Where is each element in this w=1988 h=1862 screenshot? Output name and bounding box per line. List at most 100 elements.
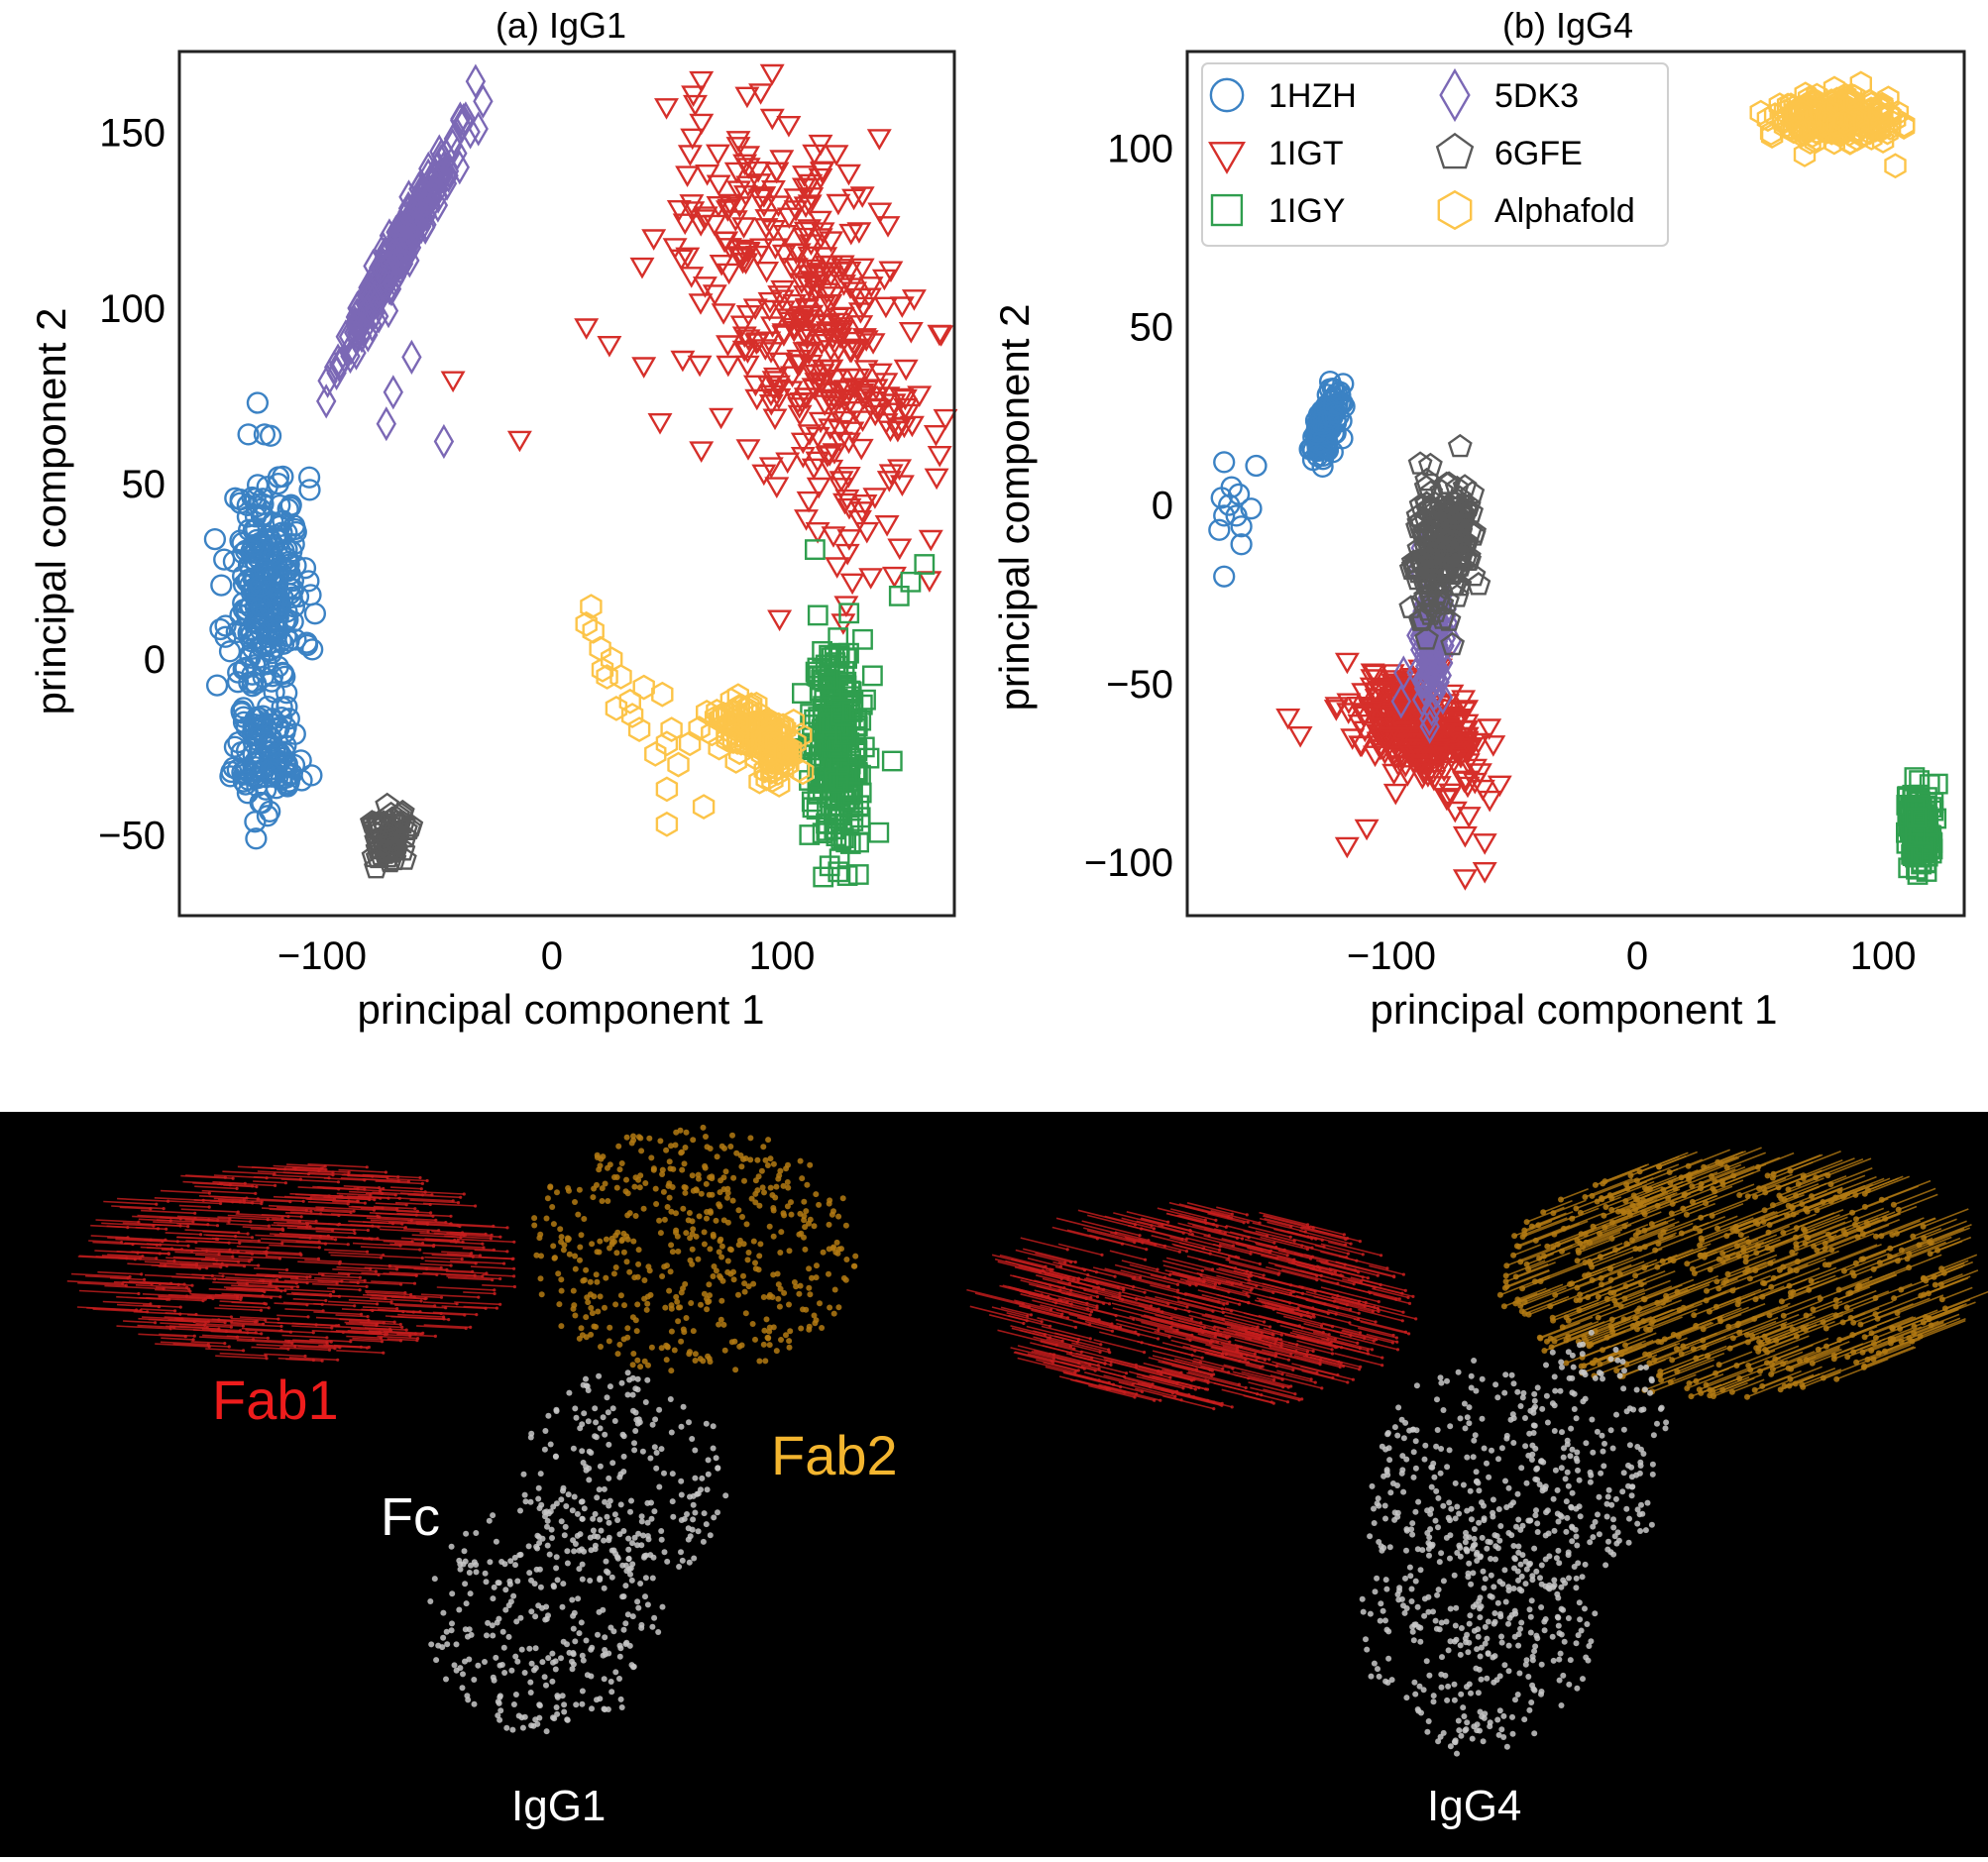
atom bbox=[661, 1470, 667, 1477]
atom bbox=[801, 1213, 808, 1220]
data-point bbox=[1390, 684, 1411, 719]
motion-vector bbox=[219, 1352, 267, 1357]
motion-vector bbox=[257, 1198, 304, 1203]
atom bbox=[578, 1232, 585, 1239]
atom bbox=[293, 1167, 297, 1171]
atom bbox=[1022, 1321, 1026, 1326]
atom bbox=[382, 1351, 386, 1355]
atom bbox=[511, 1257, 515, 1260]
motion-vector bbox=[353, 1186, 384, 1190]
atom bbox=[607, 1324, 613, 1331]
data-point bbox=[887, 459, 913, 481]
atom bbox=[246, 1331, 250, 1335]
atom bbox=[497, 1694, 503, 1700]
atom bbox=[671, 1347, 678, 1354]
atom bbox=[273, 1172, 276, 1176]
motion-vector bbox=[236, 1339, 292, 1345]
atom bbox=[787, 1328, 794, 1335]
motion-vector bbox=[327, 1223, 373, 1227]
atom bbox=[574, 1510, 581, 1517]
atom bbox=[618, 1379, 625, 1386]
atom bbox=[456, 1201, 461, 1205]
atom bbox=[369, 1193, 373, 1197]
atom bbox=[678, 1478, 685, 1484]
atom bbox=[554, 1189, 560, 1196]
atom bbox=[514, 1658, 521, 1665]
atom bbox=[745, 1283, 752, 1290]
motion-vector bbox=[337, 1271, 380, 1276]
data-point bbox=[764, 477, 790, 498]
data-point bbox=[1461, 562, 1487, 587]
x-tick-label: 100 bbox=[749, 934, 816, 978]
data-point bbox=[688, 293, 714, 315]
atom bbox=[443, 1676, 449, 1683]
atom bbox=[250, 1252, 255, 1256]
atom bbox=[667, 1165, 674, 1172]
data-point bbox=[709, 255, 734, 276]
atom bbox=[637, 1172, 644, 1179]
series-alphafold bbox=[1749, 70, 1916, 179]
atom bbox=[811, 1312, 818, 1319]
atom bbox=[365, 1284, 369, 1288]
atom bbox=[606, 1650, 612, 1657]
data-point bbox=[689, 113, 715, 136]
motion-vector bbox=[317, 1272, 349, 1276]
data-point bbox=[745, 161, 771, 183]
data-point bbox=[769, 150, 795, 171]
atom bbox=[632, 1317, 639, 1324]
atom bbox=[492, 1224, 496, 1228]
motion-vector bbox=[167, 1200, 221, 1205]
data-point bbox=[794, 509, 819, 531]
atom bbox=[461, 1548, 468, 1555]
motion-vector bbox=[462, 1247, 495, 1252]
atom bbox=[706, 1356, 713, 1362]
atom bbox=[475, 1313, 479, 1317]
data-point bbox=[722, 210, 748, 232]
data-point bbox=[398, 220, 419, 256]
atom bbox=[445, 1267, 449, 1271]
atom bbox=[465, 1633, 471, 1640]
atom bbox=[633, 1328, 640, 1335]
atom bbox=[756, 1202, 763, 1209]
atom bbox=[169, 1247, 174, 1251]
atom bbox=[392, 1320, 396, 1324]
data-point bbox=[733, 185, 758, 207]
atom bbox=[661, 1216, 668, 1223]
atom bbox=[625, 1535, 632, 1542]
atom bbox=[353, 1304, 357, 1308]
atom bbox=[668, 1368, 675, 1374]
atom bbox=[549, 1204, 556, 1210]
atom bbox=[679, 1557, 686, 1564]
motion-vector bbox=[314, 1276, 366, 1282]
atom bbox=[626, 1268, 633, 1275]
atom bbox=[576, 1630, 583, 1637]
atom bbox=[552, 1666, 559, 1673]
motion-vector bbox=[236, 1281, 272, 1285]
atom bbox=[259, 1308, 264, 1312]
atom bbox=[758, 1167, 765, 1174]
motion-vector bbox=[192, 1329, 248, 1334]
motion-vector bbox=[227, 1214, 283, 1219]
data-point bbox=[758, 384, 784, 407]
atom bbox=[601, 1585, 607, 1591]
atom bbox=[630, 1238, 637, 1245]
atom bbox=[191, 1338, 195, 1342]
atom bbox=[334, 1238, 338, 1242]
atom bbox=[755, 1266, 762, 1273]
atom bbox=[552, 1454, 559, 1460]
data-point bbox=[271, 706, 293, 729]
data-point bbox=[758, 457, 784, 479]
atom bbox=[774, 1270, 781, 1277]
atom bbox=[536, 1702, 543, 1709]
motion-vector bbox=[369, 1309, 414, 1313]
atom bbox=[460, 1561, 467, 1568]
data-point bbox=[1436, 529, 1462, 553]
motion-vector bbox=[280, 1178, 339, 1183]
atom bbox=[798, 1230, 805, 1237]
atom bbox=[352, 1209, 356, 1213]
atom bbox=[242, 1349, 246, 1353]
legend-label: Alphafold bbox=[1494, 192, 1635, 230]
atom bbox=[754, 1187, 761, 1194]
motion-vector bbox=[194, 1185, 238, 1190]
atom bbox=[510, 1592, 517, 1599]
